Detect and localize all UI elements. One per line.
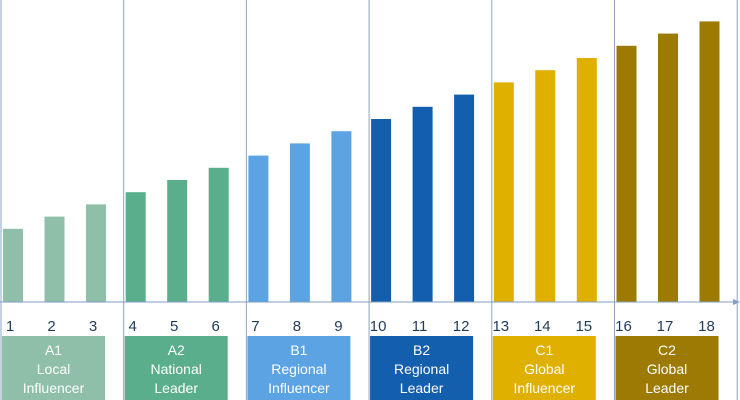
- group-code: A2: [168, 342, 185, 358]
- x-axis: [0, 299, 740, 305]
- tick-label-11: 11: [412, 318, 428, 335]
- bar-level-11: [412, 106, 433, 302]
- bar-level-7: [248, 155, 269, 302]
- bar-level-9: [331, 131, 352, 302]
- bar-level-6: [208, 167, 229, 302]
- bar-level-1: [3, 228, 23, 302]
- tick-label-6: 6: [212, 318, 220, 335]
- bar-level-13: [493, 82, 514, 303]
- group-label-box-c1: [492, 336, 596, 400]
- bar-level-2: [44, 216, 65, 302]
- group-line1: National: [151, 361, 202, 377]
- group-code: B1: [290, 342, 307, 358]
- group-line2: Leader: [400, 380, 444, 396]
- group-label-box-b1: [247, 336, 351, 400]
- bar-level-3: [86, 204, 106, 302]
- group-line1: Regional: [394, 361, 449, 377]
- group-line2: Influencer: [514, 380, 576, 396]
- tick-label-7: 7: [251, 318, 259, 335]
- group-code: A1: [45, 342, 62, 358]
- bar-level-18: [699, 21, 720, 303]
- bar-level-12: [454, 94, 475, 302]
- bar-level-15: [576, 58, 597, 302]
- group-line1: Regional: [271, 361, 326, 377]
- tick-label-2: 2: [47, 318, 55, 335]
- bar-level-14: [535, 70, 556, 302]
- x-axis-arrow-icon: [733, 299, 740, 305]
- group-label-box-a1: [2, 336, 105, 400]
- group-line2: Influencer: [268, 380, 330, 396]
- group-line2: Leader: [154, 380, 198, 396]
- bar-level-5: [167, 180, 188, 302]
- group-line2: Influencer: [23, 380, 85, 396]
- group-code: C1: [535, 342, 553, 358]
- group-line1: Global: [524, 361, 564, 377]
- group-line2: Leader: [645, 380, 689, 396]
- tick-label-10: 10: [370, 318, 387, 335]
- group-label-box-a2: [124, 336, 228, 400]
- bars: [3, 21, 720, 303]
- tick-label-12: 12: [453, 318, 470, 335]
- group-line1: Global: [647, 361, 687, 377]
- bar-level-4: [125, 192, 146, 302]
- tick-label-18: 18: [698, 318, 715, 335]
- group-label-box-b2: [370, 336, 474, 400]
- tick-label-8: 8: [293, 318, 301, 335]
- bar-level-8: [289, 143, 310, 302]
- group-labels: A1 Local Influencer A2 National Leader B1 Regio…: [2, 336, 719, 400]
- tick-label-16: 16: [615, 318, 632, 335]
- bar-level-17: [658, 33, 678, 302]
- tick-label-17: 17: [657, 318, 674, 335]
- tick-labels: 1 2 3 4 5 6 7 8 9 10 11 12 13 14 15 16 17 18: [6, 318, 715, 335]
- tick-label-15: 15: [575, 318, 592, 335]
- bar-level-10: [371, 119, 392, 302]
- tick-label-9: 9: [334, 318, 342, 335]
- tick-label-3: 3: [89, 318, 97, 335]
- tick-label-5: 5: [170, 318, 178, 335]
- group-code: C2: [658, 342, 676, 358]
- tick-label-13: 13: [492, 318, 509, 335]
- bar-level-16: [616, 45, 637, 303]
- group-code: B2: [413, 342, 430, 358]
- group-label-box-c2: [615, 336, 719, 400]
- tick-label-14: 14: [534, 318, 551, 335]
- tick-label-4: 4: [129, 318, 137, 335]
- tick-label-1: 1: [6, 318, 14, 335]
- group-line1: Local: [37, 361, 70, 377]
